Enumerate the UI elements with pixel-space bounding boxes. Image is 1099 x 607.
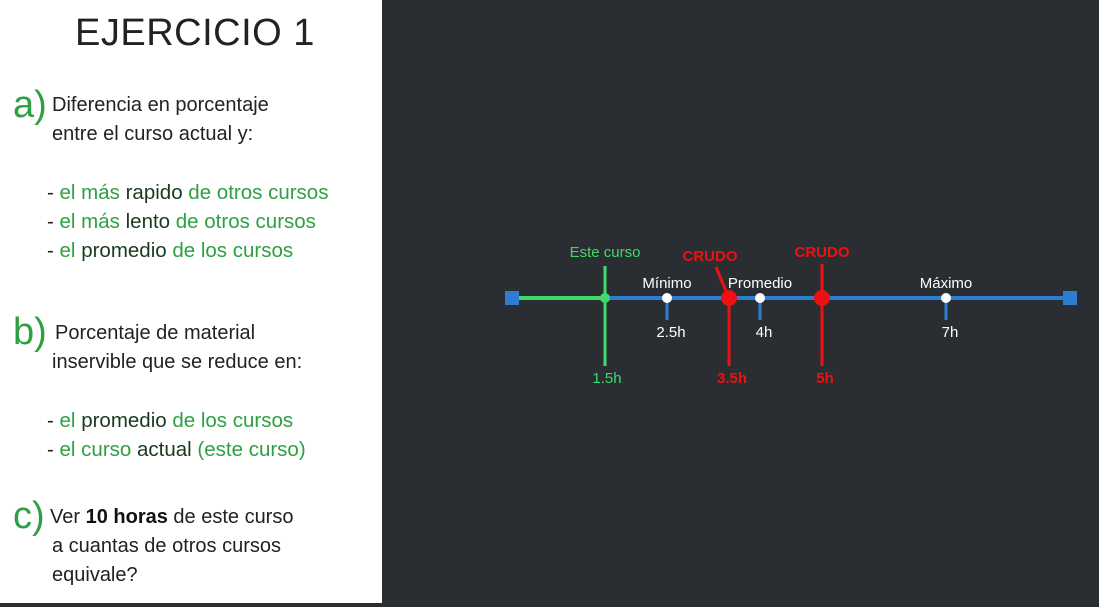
section-a-bullet-2: - el más lento de otros cursos [47, 210, 316, 234]
section-a-bullet-1: - el más rapido de otros cursos [47, 181, 328, 205]
value-crudo-2: 5h [816, 370, 834, 387]
section-b-line-1: Porcentaje de material [55, 322, 256, 344]
bullet-dash: - [47, 438, 60, 461]
page-title: EJERCICIO 1 [75, 12, 315, 54]
value-minimo: 2.5h [656, 324, 685, 341]
bullet-text: el [59, 239, 82, 262]
value-crudo-1: 3.5h [717, 370, 747, 387]
bullet-text: el más [59, 210, 126, 233]
label-minimo: Mínimo [642, 275, 691, 292]
section-a-marker: a) [13, 84, 47, 126]
value-promedio: 4h [756, 324, 773, 341]
timeline-end-cap [1063, 291, 1077, 305]
section-a-line-1: Diferencia en porcentaje [52, 94, 269, 116]
label-crudo-2: CRUDO [795, 244, 850, 261]
timeline-start-cap [505, 291, 519, 305]
value-maximo: 7h [942, 324, 959, 341]
label-maximo: Máximo [920, 275, 973, 292]
line-text: Ver [50, 506, 86, 528]
section-b-bullet-2: - el curso actual (este curso) [47, 438, 306, 462]
bullet-dash: - [47, 409, 60, 432]
section-c-marker: c) [13, 495, 45, 537]
bullet-dash: - [47, 210, 60, 233]
bullet-text: de otros cursos [182, 181, 329, 204]
marker-crudo-2-dot [814, 290, 830, 306]
section-a-bullet-3: - el promedio de los cursos [47, 239, 293, 263]
marker-este-curso-dot [600, 293, 610, 303]
section-c-line-2: a cuantas de otros cursos [52, 535, 282, 557]
section-c-line-1: Ver 10 horas de este curso [50, 506, 293, 529]
marker-maximo-dot [941, 293, 951, 303]
bullet-text: de otros cursos [170, 210, 316, 233]
bullet-keyword: promedio [81, 409, 167, 432]
bullet-keyword: promedio [81, 239, 167, 262]
marker-minimo-dot [662, 293, 672, 303]
bullet-dash: - [47, 239, 60, 262]
bullet-dash: - [47, 181, 60, 204]
label-este-curso: Este curso [570, 244, 641, 261]
bullet-text: de los cursos [166, 239, 294, 262]
value-este-curso: 1.5h [592, 370, 621, 387]
section-b-marker: b) [13, 311, 47, 353]
section-c-line-3: equivale? [52, 564, 138, 586]
section-a-line-2: entre el curso actual y: [52, 123, 254, 145]
bullet-text: (este curso) [191, 438, 306, 461]
bullet-keyword: lento [125, 210, 171, 233]
marker-promedio-dot [755, 293, 765, 303]
bullet-keyword: rapido [125, 181, 183, 204]
line-text: de este curso [167, 506, 294, 528]
line-keyword: 10 horas [85, 506, 168, 528]
bullet-text: de los cursos [166, 409, 294, 432]
bullet-text: el más [59, 181, 126, 204]
right-panel: Este curso 1.5h Mínimo 2.5h CRUDO 3.5h Promedi… [382, 0, 1099, 603]
label-crudo-1: CRUDO [683, 248, 738, 265]
left-panel: EJERCICIO 1 a) Diferencia en porcentaje … [0, 0, 382, 603]
bullet-text: el curso [59, 438, 138, 461]
timeline-diagram: Este curso 1.5h Mínimo 2.5h CRUDO 3.5h Promedi… [505, 244, 1077, 387]
bullet-keyword: actual [137, 438, 192, 461]
label-promedio: Promedio [728, 275, 792, 292]
marker-crudo-1-dot [721, 290, 737, 306]
section-b-line-2: inservible que se reduce en: [52, 351, 303, 373]
bullet-text: el [59, 409, 82, 432]
section-b-bullet-1: - el promedio de los cursos [47, 409, 293, 433]
